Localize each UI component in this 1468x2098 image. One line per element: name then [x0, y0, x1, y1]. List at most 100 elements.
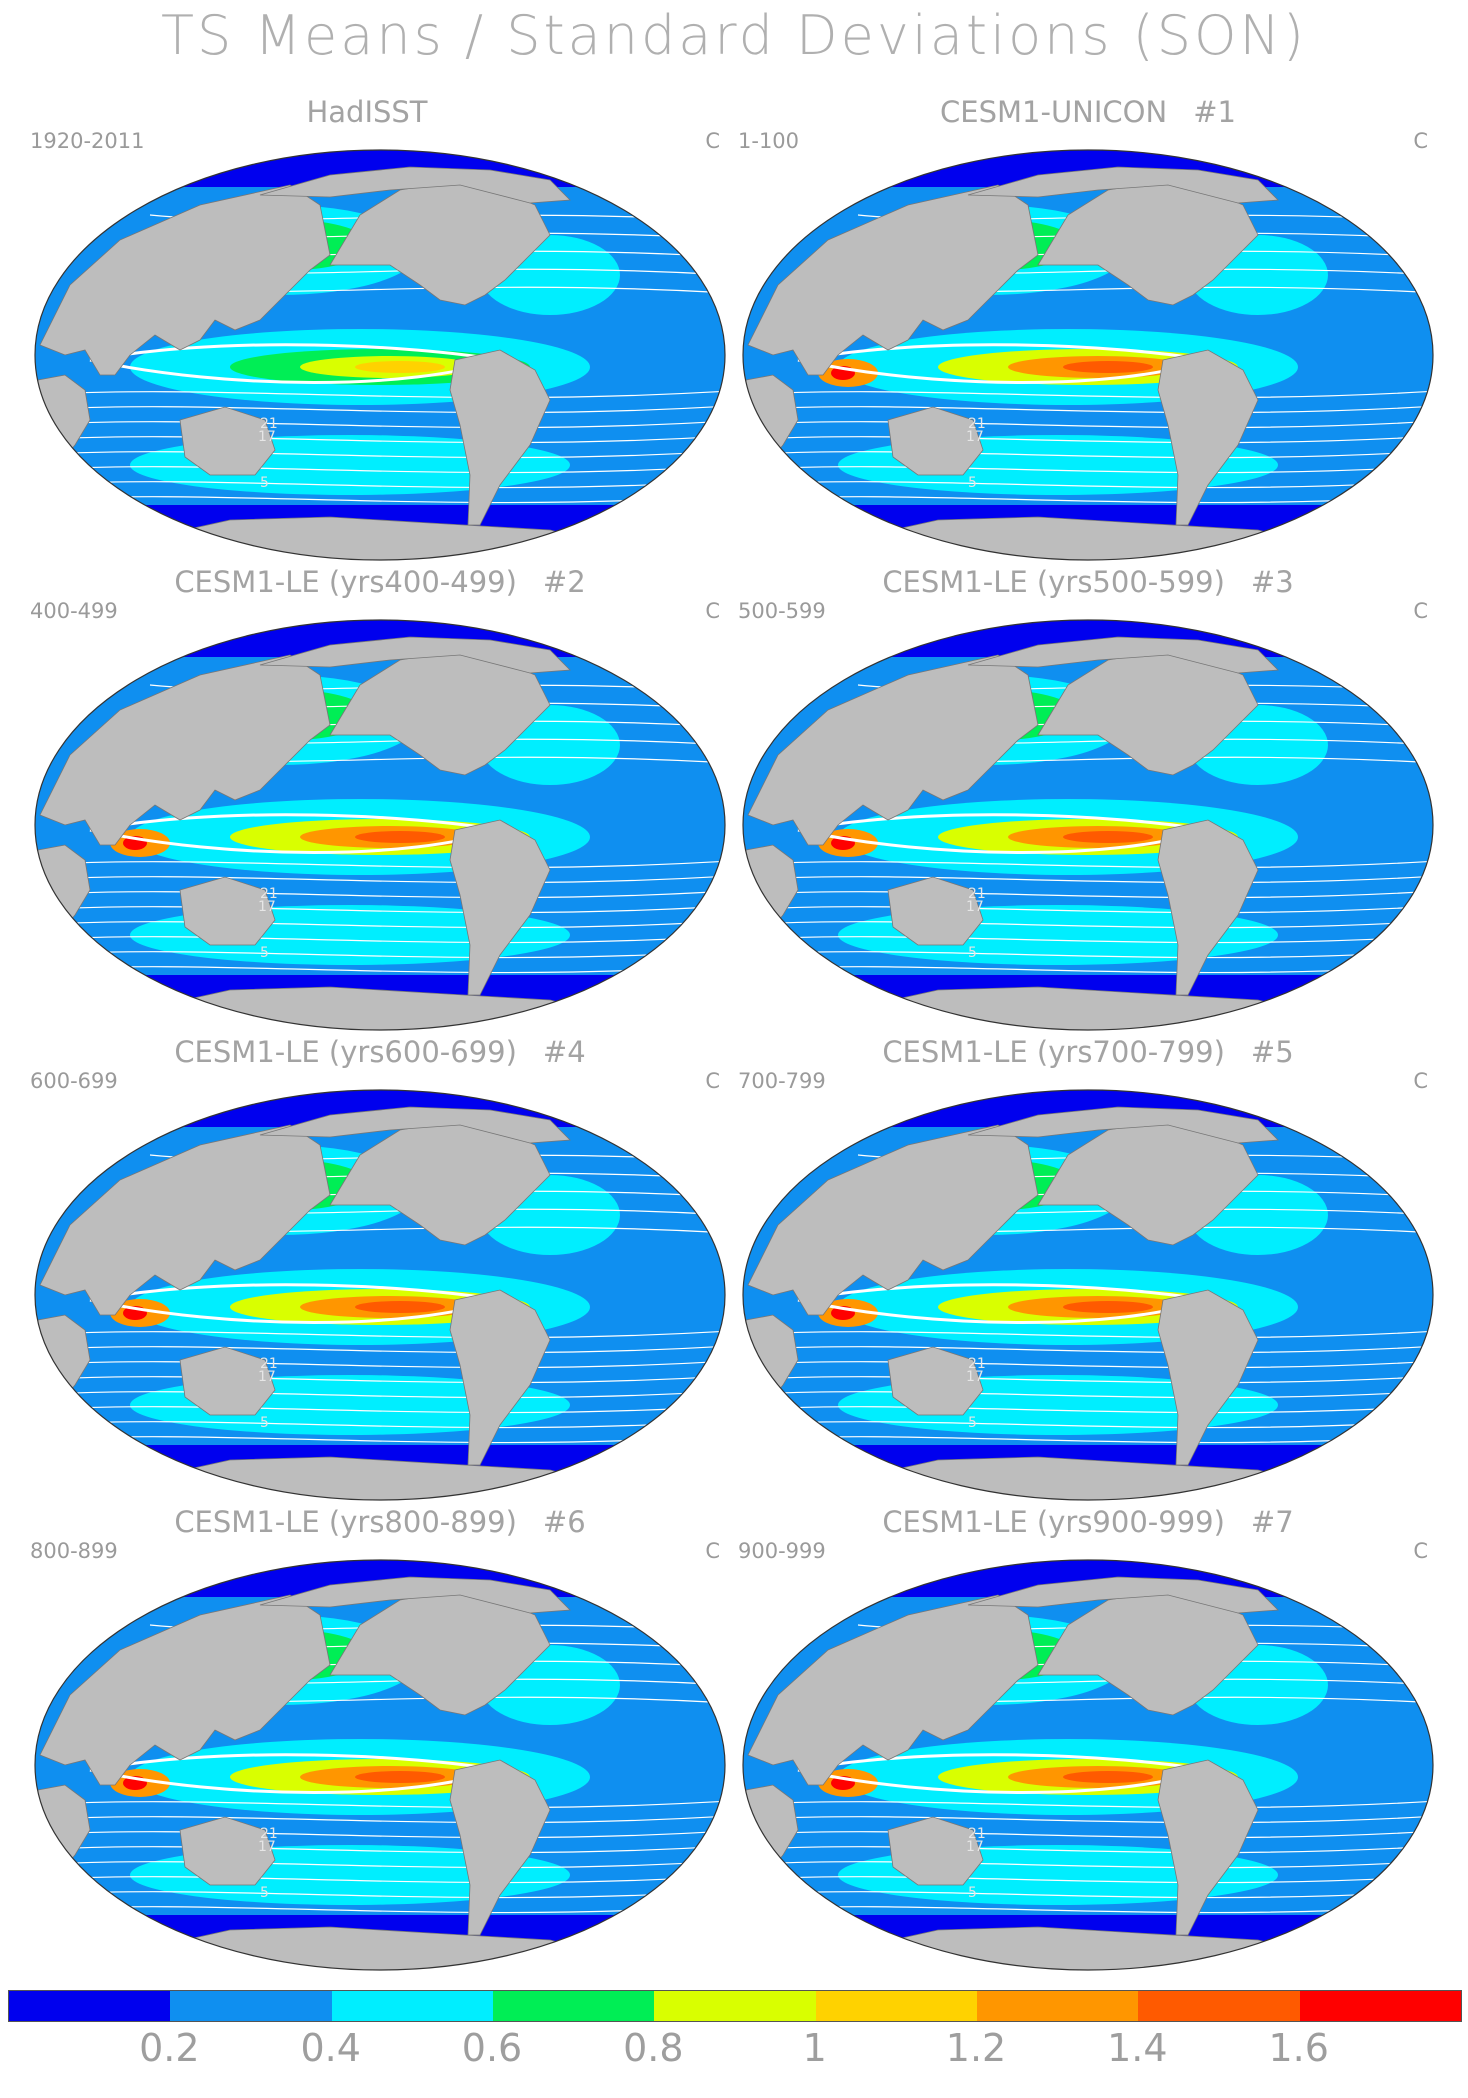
arctic-landmass — [259, 1576, 571, 1614]
colorbar-segment — [170, 1991, 332, 2021]
equatorial-pacific-max-variance — [1063, 361, 1153, 373]
mean-temperature-contour — [743, 935, 1433, 944]
australia-landmass — [179, 1346, 276, 1416]
contour-label: 21 — [968, 1826, 986, 1842]
mean-temperature-contour — [35, 1330, 725, 1339]
panel-unit: C — [705, 129, 720, 153]
mean-temperature-contour — [743, 1800, 1433, 1809]
south-america-landmass — [1157, 349, 1259, 526]
panel-unit: C — [705, 1069, 720, 1093]
mean-temperature-contour — [743, 920, 1433, 929]
panel-title: CESM1-LE (yrs500-599) #3 — [882, 565, 1294, 599]
mean-temperature-contour — [35, 1375, 725, 1384]
panel-unit: C — [1413, 1069, 1428, 1093]
equatorial-pacific-max-variance — [355, 1771, 445, 1783]
south-america-landmass — [449, 349, 551, 526]
colorbar — [8, 1990, 1462, 2022]
contour-label: 5 — [260, 945, 269, 961]
australia-landmass — [179, 406, 276, 476]
arctic-landmass — [967, 636, 1279, 674]
mean-temperature-contour — [35, 1360, 725, 1369]
mean-temperature-contour — [35, 875, 725, 884]
mean-temperature-contour — [35, 1845, 725, 1854]
panel-title: CESM1-LE (yrs400-499) #2 — [174, 565, 586, 599]
map-panel: CESM1-LE (yrs500-599) #3 500-599 C 21 17 5 — [738, 565, 1438, 1035]
mean-temperature-contour — [743, 1830, 1433, 1839]
colorbar-segment — [815, 1991, 977, 2021]
australia-landmass — [887, 406, 984, 476]
mean-temperature-contour — [743, 1330, 1433, 1339]
map-outline — [742, 619, 1434, 1031]
colorbar-tick-label: 0.8 — [623, 2026, 684, 2070]
mean-temperature-contour — [35, 1800, 725, 1809]
map-panel: CESM1-LE (yrs800-899) #6 800-899 C 21 17 5 — [30, 1505, 730, 1975]
arctic-landmass — [259, 166, 571, 204]
panel-unit: C — [705, 599, 720, 623]
mean-temperature-contour — [743, 405, 1433, 414]
mean-temperature-contour — [35, 1815, 725, 1824]
arctic-landmass — [967, 166, 1279, 204]
contour-label: 21 — [260, 416, 278, 432]
panel-years: 1920-2011 — [30, 129, 145, 153]
colorbar-tick-label: 1.4 — [1107, 2026, 1168, 2070]
mean-temperature-contour — [743, 420, 1433, 429]
contour-label: 17 — [258, 429, 276, 445]
mean-temperature-contour — [743, 1875, 1433, 1884]
mean-temperature-contour — [743, 950, 1433, 959]
eurasia-landmass — [747, 1124, 1039, 1316]
contour-label: 17 — [966, 899, 984, 915]
eurasia-landmass — [39, 654, 331, 846]
mean-temperature-contour — [35, 905, 725, 914]
mean-temperature-contour — [743, 1390, 1433, 1399]
map-outline — [34, 149, 726, 561]
mean-temperature-contour — [35, 1345, 725, 1354]
mean-temperature-contour — [35, 390, 725, 399]
eurasia-landmass — [39, 1594, 331, 1786]
colorbar-tick-label: 0.2 — [139, 2026, 200, 2070]
mean-temperature-contour — [743, 465, 1433, 474]
mean-temperature-contour — [743, 1860, 1433, 1869]
contour-label: 17 — [258, 899, 276, 915]
main-title: TS Means / Standard Deviations (SON) — [161, 4, 1307, 67]
arctic-landmass — [967, 1576, 1279, 1614]
contour-label: 17 — [258, 1369, 276, 1385]
mean-temperature-contour — [743, 480, 1433, 489]
mean-temperature-contour — [743, 435, 1433, 444]
panel-title: CESM1-LE (yrs700-799) #5 — [882, 1035, 1294, 1069]
south-america-landmass — [1157, 819, 1259, 996]
mean-temperature-contour — [743, 890, 1433, 899]
contour-label: 5 — [968, 1885, 977, 1901]
equatorial-pacific-max-variance — [1063, 1771, 1153, 1783]
contour-label: 5 — [968, 1415, 977, 1431]
eurasia-landmass — [39, 184, 331, 376]
contour-label: 5 — [968, 475, 977, 491]
mean-temperature-contour — [743, 1815, 1433, 1824]
mean-temperature-contour — [35, 950, 725, 959]
panel-unit: C — [1413, 129, 1428, 153]
mean-temperature-contour — [35, 465, 725, 474]
contour-label: 21 — [260, 1826, 278, 1842]
south-america-landmass — [449, 1289, 551, 1466]
mean-temperature-contour — [743, 1360, 1433, 1369]
colorbar-segment — [654, 1991, 816, 2021]
panel-title: CESM1-LE (yrs800-899) #6 — [174, 1505, 586, 1539]
colorbar-segment — [9, 1991, 171, 2021]
eurasia-landmass — [747, 654, 1039, 846]
colorbar-tick-label: 1.2 — [945, 2026, 1007, 2070]
map-outline — [742, 1089, 1434, 1501]
panel-years: 1-100 — [738, 129, 800, 153]
map-panel: CESM1-LE (yrs600-699) #4 600-699 C 21 17 5 — [30, 1035, 730, 1505]
mean-temperature-contour — [743, 450, 1433, 459]
mean-temperature-contour — [35, 860, 725, 869]
mean-temperature-contour — [743, 1845, 1433, 1854]
panel-years: 400-499 — [30, 599, 118, 623]
contour-label: 21 — [968, 416, 986, 432]
mean-temperature-contour — [35, 935, 725, 944]
mean-temperature-contour — [743, 1890, 1433, 1899]
eurasia-landmass — [747, 184, 1039, 376]
